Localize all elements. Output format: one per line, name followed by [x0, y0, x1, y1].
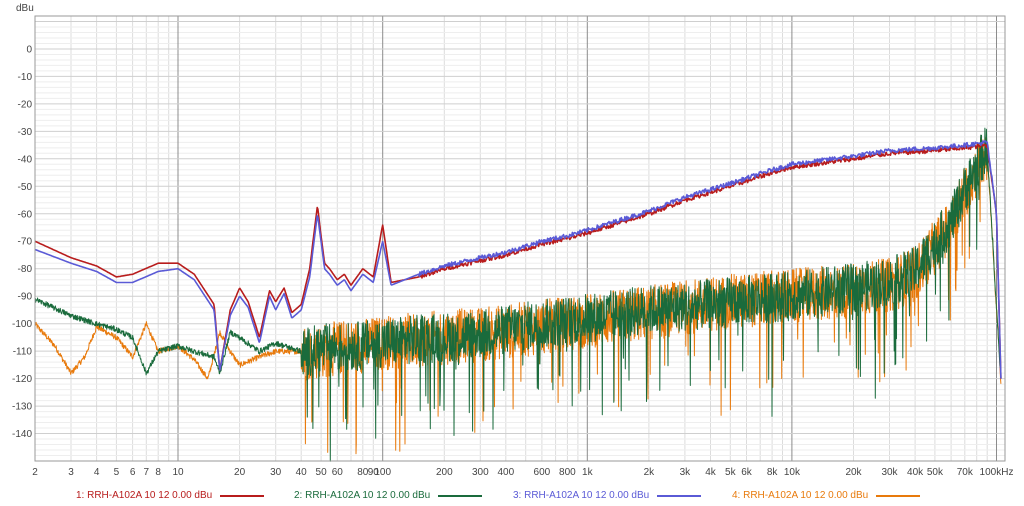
y-tick-label: -70: [18, 237, 33, 248]
series-line-2: [34, 127, 1002, 462]
x-tick-label: 60: [332, 467, 344, 478]
plot-frame: [34, 15, 1006, 462]
y-tick-label: -140: [12, 429, 32, 440]
x-tick-label: 2: [32, 467, 38, 478]
legend-label: 2: RRH-A102A 10 12 0.00 dBu: [294, 490, 431, 501]
series-line-1: [34, 143, 1002, 379]
x-tick-label: 6k: [741, 467, 753, 478]
x-tick-label: 6: [130, 467, 136, 478]
x-tick-label: 70k: [957, 467, 974, 478]
y-tick-label: -60: [18, 209, 33, 220]
series-layer: [34, 127, 1002, 462]
y-axis-unit-label: dBu: [16, 3, 34, 14]
y-tick-label: -40: [18, 154, 33, 165]
legend-swatch: [876, 494, 921, 497]
x-tick-label: 20: [234, 467, 246, 478]
x-tick-label: 3k: [680, 467, 692, 478]
legend: 1: RRH-A102A 10 12 0.00 dBu 2: RRH-A102A …: [0, 486, 1024, 504]
x-tick-label: 40k: [907, 467, 924, 478]
y-axis-tick-labels: 0 -10 -20 -30 -40 -50 -60 -70 -80 -90 -100 -110 -120…: [12, 45, 32, 441]
x-tick-label: 4k: [705, 467, 717, 478]
x-tick-label: 90: [368, 467, 380, 478]
x-tick-label: 1k: [582, 467, 594, 478]
x-tick-label: 100kHz: [980, 467, 1014, 478]
legend-swatch: [220, 494, 265, 497]
x-tick-label: 300: [472, 467, 489, 478]
x-tick-label: 40: [296, 467, 308, 478]
y-tick-label: -20: [18, 99, 33, 110]
y-tick-label: -90: [18, 292, 33, 303]
x-tick-label: 10: [172, 467, 184, 478]
y-tick-label: -30: [18, 127, 33, 138]
x-tick-label: 4: [94, 467, 100, 478]
x-tick-label: 50k: [927, 467, 944, 478]
series-line-3: [34, 140, 1002, 379]
x-tick-label: 80: [357, 467, 369, 478]
x-tick-label: 8: [155, 467, 161, 478]
legend-swatch: [438, 494, 483, 497]
y-tick-label: -130: [12, 402, 32, 413]
legend-label: 1: RRH-A102A 10 12 0.00 dBu: [76, 490, 213, 501]
y-tick-label: 0: [26, 45, 32, 56]
legend-item-4[interactable]: 4: RRH-A102A 10 12 0.00 dBu: [732, 490, 921, 501]
x-tick-label: 20k: [845, 467, 862, 478]
legend-item-1[interactable]: 1: RRH-A102A 10 12 0.00 dBu: [76, 490, 265, 501]
x-tick-label: 400: [497, 467, 514, 478]
x-tick-label: 600: [534, 467, 551, 478]
y-tick-label: -120: [12, 374, 32, 385]
fft-spectrum-chart: 0 -10 -20 -30 -40 -50 -60 -70 -80 -90 -100 -110 -120…: [12, 3, 1013, 478]
x-tick-label: 7: [144, 467, 150, 478]
legend-item-3[interactable]: 3: RRH-A102A 10 12 0.00 dBu: [513, 490, 702, 501]
x-tick-label: 8k: [767, 467, 779, 478]
legend-label: 3: RRH-A102A 10 12 0.00 dBu: [513, 490, 650, 501]
x-tick-label: 100: [374, 467, 391, 478]
x-tick-label: 800: [559, 467, 576, 478]
x-tick-label: 50: [316, 467, 328, 478]
y-tick-label: -50: [18, 182, 33, 193]
x-tick-label: 3: [68, 467, 74, 478]
x-tick-label: 5: [114, 467, 120, 478]
x-tick-label: 30: [270, 467, 282, 478]
x-tick-label: 30k: [881, 467, 898, 478]
legend-swatch: [657, 494, 702, 497]
y-tick-label: -10: [18, 72, 33, 83]
plot-background: [35, 16, 1005, 461]
y-tick-label: -110: [13, 347, 33, 358]
x-tick-label: 10k: [784, 467, 801, 478]
y-tick-label: -80: [18, 264, 33, 275]
legend-label: 4: RRH-A102A 10 12 0.00 dBu: [732, 490, 869, 501]
x-tick-label: 2k: [644, 467, 656, 478]
x-tick-label: 200: [436, 467, 453, 478]
x-tick-label: 5k: [725, 467, 737, 478]
legend-item-2[interactable]: 2: RRH-A102A 10 12 0.00 dBu: [294, 490, 483, 501]
y-tick-label: -100: [12, 319, 32, 330]
